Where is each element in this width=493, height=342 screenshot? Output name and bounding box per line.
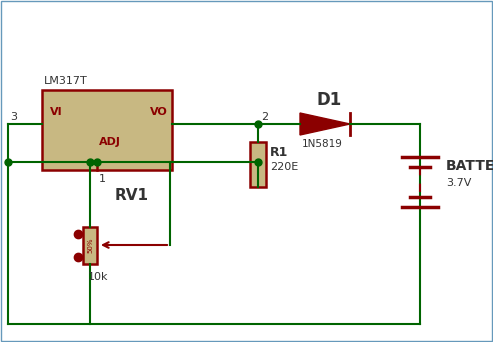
Text: 220E: 220E <box>270 162 298 172</box>
Text: VI: VI <box>50 107 63 117</box>
Text: 3: 3 <box>10 112 17 122</box>
Bar <box>42 90 172 170</box>
Text: 1N5819: 1N5819 <box>302 139 343 149</box>
Text: 2: 2 <box>261 112 268 122</box>
Text: 10k: 10k <box>88 272 108 282</box>
Text: D1: D1 <box>317 91 342 109</box>
Text: 3.7V: 3.7V <box>446 178 471 188</box>
Text: 1: 1 <box>99 174 106 184</box>
Polygon shape <box>300 113 350 135</box>
Text: R1: R1 <box>270 146 288 159</box>
Text: LM317T: LM317T <box>44 76 88 86</box>
Bar <box>83 227 97 264</box>
Text: 50%: 50% <box>87 238 93 253</box>
Text: VO: VO <box>150 107 168 117</box>
Text: BATTERY: BATTERY <box>446 159 493 173</box>
Text: RV1: RV1 <box>115 188 149 203</box>
Text: ADJ: ADJ <box>99 137 121 147</box>
Bar <box>250 142 266 187</box>
